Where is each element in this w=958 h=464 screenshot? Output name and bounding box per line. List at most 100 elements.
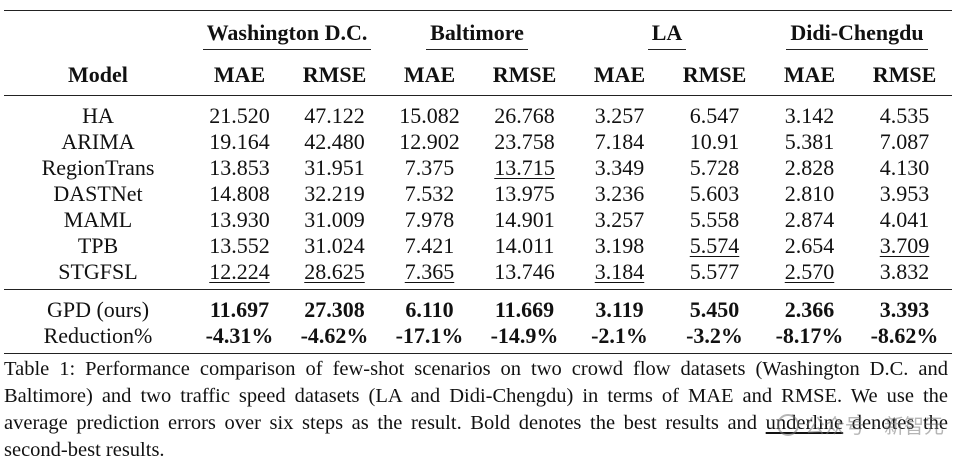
value-text: 5.558 bbox=[689, 206, 740, 232]
value-text: 3.953 bbox=[879, 180, 930, 206]
value-cell: 3.393 bbox=[857, 290, 952, 323]
watermark-text: 公众号 · 新智元 bbox=[804, 414, 944, 438]
value-text: -4.31% bbox=[205, 322, 274, 348]
value-text: 23.758 bbox=[494, 128, 555, 154]
model-name-cell: HA bbox=[82, 102, 114, 128]
value-text: -8.17% bbox=[775, 322, 844, 348]
value-cell: 2.654 bbox=[762, 232, 857, 258]
value-cell: -2.1% bbox=[572, 322, 667, 354]
value-cell: 2.874 bbox=[762, 206, 857, 232]
value-text: 7.184 bbox=[594, 128, 645, 154]
value-text: 2.570 bbox=[784, 258, 835, 284]
metric-header: RMSE bbox=[872, 61, 937, 87]
value-text: 28.625 bbox=[304, 258, 365, 284]
value-text: 12.224 bbox=[209, 258, 270, 284]
table-row: RegionTrans 13.853 31.951 7.375 13.715 3.349 5… bbox=[4, 154, 952, 180]
table-row: HA 21.520 47.122 15.082 26.768 3.257 6.547 3.14… bbox=[4, 96, 952, 129]
dataset-header: Baltimore bbox=[426, 20, 528, 50]
value-cell: 11.669 bbox=[477, 290, 572, 323]
value-cell: 6.110 bbox=[382, 290, 477, 323]
value-text: 42.480 bbox=[304, 128, 365, 154]
value-cell: 7.421 bbox=[382, 232, 477, 258]
value-cell: 2.570 bbox=[762, 258, 857, 290]
value-cell: 7.365 bbox=[382, 258, 477, 290]
value-text: 4.130 bbox=[879, 154, 930, 180]
value-text: 27.308 bbox=[304, 296, 365, 322]
value-cell: 5.558 bbox=[667, 206, 762, 232]
value-text: 3.832 bbox=[879, 258, 930, 284]
value-text: 2.874 bbox=[784, 206, 835, 232]
metric-header: RMSE bbox=[302, 61, 367, 87]
value-cell: 2.810 bbox=[762, 180, 857, 206]
value-text: 7.978 bbox=[404, 206, 455, 232]
model-name-cell: TPB bbox=[77, 232, 119, 258]
value-cell: 3.349 bbox=[572, 154, 667, 180]
value-text: 7.087 bbox=[879, 128, 930, 154]
value-cell: 28.625 bbox=[287, 258, 382, 290]
value-text: 3.142 bbox=[784, 102, 835, 128]
value-cell: -4.62% bbox=[287, 322, 382, 354]
metric-header: MAE bbox=[783, 61, 836, 87]
value-cell: 4.130 bbox=[857, 154, 952, 180]
value-cell: 31.024 bbox=[287, 232, 382, 258]
value-cell: 3.953 bbox=[857, 180, 952, 206]
value-text: 11.669 bbox=[494, 296, 555, 322]
value-text: 7.421 bbox=[404, 232, 455, 258]
value-text: 26.768 bbox=[494, 102, 555, 128]
value-cell: 5.603 bbox=[667, 180, 762, 206]
value-text: 47.122 bbox=[304, 102, 365, 128]
metric-header-row: Model MAE RMSE MAE RMSE MAE RMSE MAE RMS… bbox=[4, 55, 952, 96]
value-cell: 3.709 bbox=[857, 232, 952, 258]
value-text: 5.574 bbox=[689, 232, 740, 258]
results-table: Washington D.C. Baltimore LA Didi-Chengd… bbox=[4, 10, 952, 354]
value-cell: 27.308 bbox=[287, 290, 382, 323]
value-cell: 13.746 bbox=[477, 258, 572, 290]
model-name-cell: Reduction% bbox=[43, 322, 153, 348]
value-cell: 14.011 bbox=[477, 232, 572, 258]
value-cell: 3.119 bbox=[572, 290, 667, 323]
value-text: 12.902 bbox=[399, 128, 460, 154]
value-text: 13.975 bbox=[494, 180, 555, 206]
metric-header: RMSE bbox=[492, 61, 557, 87]
value-text: 2.654 bbox=[784, 232, 835, 258]
value-text: 7.375 bbox=[404, 154, 455, 180]
value-cell: 14.808 bbox=[192, 180, 287, 206]
value-text: 3.349 bbox=[594, 154, 645, 180]
value-cell: 23.758 bbox=[477, 128, 572, 154]
value-text: 3.236 bbox=[594, 180, 645, 206]
value-text: 5.603 bbox=[689, 180, 740, 206]
value-text: 4.535 bbox=[879, 102, 930, 128]
value-cell: 31.009 bbox=[287, 206, 382, 232]
results-table-container: Washington D.C. Baltimore LA Didi-Chengd… bbox=[4, 10, 952, 354]
caption-text-end: denotes the second-best results. bbox=[4, 412, 948, 461]
value-text: 3.184 bbox=[594, 258, 645, 284]
table-row: STGFSL 12.224 28.625 7.365 13.746 3.184 5.577 2… bbox=[4, 258, 952, 290]
value-cell: 21.520 bbox=[192, 96, 287, 129]
value-text: 5.450 bbox=[689, 296, 740, 322]
value-cell: 3.832 bbox=[857, 258, 952, 290]
metric-header: MAE bbox=[593, 61, 646, 87]
table-row: Reduction% -4.31% -4.62% -17.1% -14.9% -2.1% -… bbox=[4, 322, 952, 354]
table-row: MAML 13.930 31.009 7.978 14.901 3.257 5.558 2.8… bbox=[4, 206, 952, 232]
value-cell: 2.828 bbox=[762, 154, 857, 180]
value-text: 31.024 bbox=[304, 232, 365, 258]
value-cell: 5.728 bbox=[667, 154, 762, 180]
value-cell: 7.532 bbox=[382, 180, 477, 206]
value-text: 3.257 bbox=[594, 206, 645, 232]
value-cell: 13.975 bbox=[477, 180, 572, 206]
value-text: 13.715 bbox=[494, 154, 555, 180]
value-text: 2.366 bbox=[784, 296, 835, 322]
value-cell: 12.902 bbox=[382, 128, 477, 154]
value-cell: 26.768 bbox=[477, 96, 572, 129]
value-cell: 19.164 bbox=[192, 128, 287, 154]
value-cell: 7.184 bbox=[572, 128, 667, 154]
value-cell: 15.082 bbox=[382, 96, 477, 129]
caption-text: Table 1: Performance comparison of few-s… bbox=[4, 358, 948, 434]
value-cell: -8.62% bbox=[857, 322, 952, 354]
value-cell: 3.236 bbox=[572, 180, 667, 206]
empty-corner bbox=[4, 11, 192, 56]
watermark: 公众号 · 新智元 bbox=[776, 410, 944, 439]
value-cell: -17.1% bbox=[382, 322, 477, 354]
value-text: 5.381 bbox=[784, 128, 835, 154]
value-text: 13.853 bbox=[209, 154, 270, 180]
